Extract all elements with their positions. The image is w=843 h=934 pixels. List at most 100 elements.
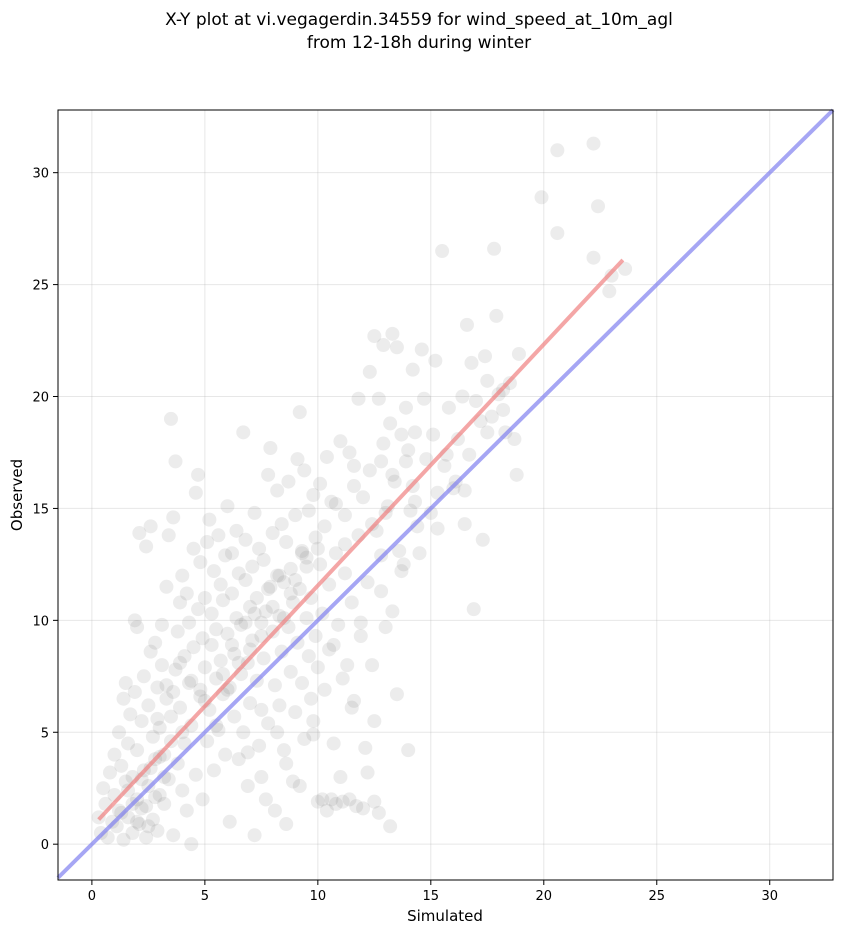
scatter-point (224, 586, 239, 601)
scatter-point (211, 723, 226, 738)
scatter-point (145, 812, 160, 827)
scatter-point (288, 573, 303, 588)
scatter-point (206, 763, 221, 778)
scatter-point (265, 526, 280, 541)
scatter-point (168, 662, 183, 677)
scatter-point (279, 756, 294, 771)
scatter-point (464, 355, 479, 370)
scatter-point (466, 602, 481, 617)
scatter-point (462, 447, 477, 462)
scatter-point (195, 792, 210, 807)
scatter-point (263, 579, 278, 594)
scatter-point (276, 743, 291, 758)
scatter-point (371, 805, 386, 820)
chart-title-line1: X-Y plot at vi.vegagerdin.34559 for wind… (165, 10, 673, 30)
scatter-point (362, 364, 377, 379)
scatter-point (130, 814, 145, 829)
scatter-points (91, 136, 633, 852)
scatter-point (403, 503, 418, 518)
scatter-point (197, 590, 212, 605)
scatter-point (215, 667, 230, 682)
scatter-point (197, 660, 212, 675)
scatter-point (394, 564, 409, 579)
scatter-point (591, 199, 606, 214)
scatter-point (374, 454, 389, 469)
y-tick-label: 15 (32, 502, 49, 517)
scatter-point (295, 676, 310, 691)
scatter-point (159, 678, 174, 693)
scatter-point (240, 745, 255, 760)
scatter-point (254, 770, 269, 785)
scatter-point (392, 543, 407, 558)
scatter-point (220, 626, 235, 641)
scatter-point (426, 427, 441, 442)
scatter-point (389, 687, 404, 702)
y-tick-label: 25 (32, 279, 49, 294)
scatter-point (200, 734, 215, 749)
scatter-point (243, 696, 258, 711)
scatter-point (252, 541, 267, 556)
scatter-point (258, 604, 273, 619)
scatter-point (441, 400, 456, 415)
scatter-point (383, 416, 398, 431)
x-tick-label: 5 (201, 889, 209, 904)
scatter-point (141, 819, 156, 834)
scatter-point (337, 508, 352, 523)
scatter-point (365, 517, 380, 532)
scatter-point (229, 611, 244, 626)
scatter-point (385, 467, 400, 482)
scatter-point (116, 691, 131, 706)
scatter-point (401, 443, 416, 458)
scatter-point (304, 691, 319, 706)
identity-line (56, 108, 835, 880)
scatter-point (234, 617, 249, 632)
scatter-point (469, 393, 484, 408)
scatter-point (299, 550, 314, 565)
scatter-point (290, 452, 305, 467)
scatter-point (206, 564, 221, 579)
scatter-point (324, 494, 339, 509)
scatter-point (340, 658, 355, 673)
scatter-point (496, 402, 511, 417)
scatter-point (238, 532, 253, 547)
scatter-point (335, 671, 350, 686)
scatter-point (154, 617, 169, 632)
scatter-point (295, 543, 310, 558)
scatter-point (292, 778, 307, 793)
scatter-point (204, 637, 219, 652)
scatter-point (353, 629, 368, 644)
scatter-point (407, 425, 422, 440)
scatter-point (184, 837, 199, 852)
scatter-point (261, 467, 276, 482)
scatter-point (200, 535, 215, 550)
scatter-point (220, 499, 235, 514)
scatter-point (344, 595, 359, 610)
scatter-point (229, 523, 244, 538)
scatter-point (127, 684, 142, 699)
scatter-point (428, 353, 443, 368)
x-tick-label: 20 (536, 889, 553, 904)
scatter-point (184, 673, 199, 688)
scatter-point (116, 832, 131, 847)
scatter-point (371, 391, 386, 406)
scatter-point (209, 671, 224, 686)
scatter-point (132, 817, 147, 832)
scatter-point (175, 783, 190, 798)
scatter-point (166, 684, 181, 699)
scatter-point (254, 702, 269, 717)
x-tick-label: 30 (761, 889, 778, 904)
scatter-point (134, 714, 149, 729)
scatter-point (227, 709, 242, 724)
scatter-point (188, 485, 203, 500)
scatter-point (534, 190, 549, 205)
scatter-point (417, 391, 432, 406)
scatter-point (143, 519, 158, 534)
x-tick-label: 0 (88, 889, 96, 904)
grid (58, 110, 833, 880)
scatter-point (335, 794, 350, 809)
scatter-point (342, 792, 357, 807)
scatter-point (204, 606, 219, 621)
scatter-point (478, 349, 493, 364)
scatter-point (414, 342, 429, 357)
scatter-point (150, 711, 165, 726)
